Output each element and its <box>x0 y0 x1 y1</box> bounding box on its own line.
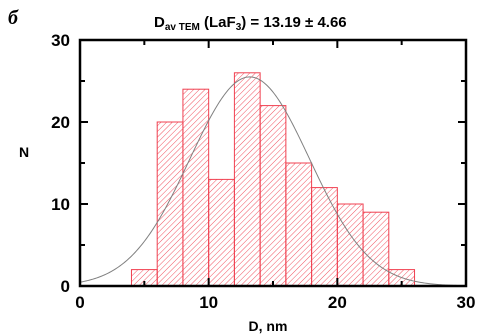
x-tick-labels: 0 10 20 30 <box>75 293 475 312</box>
histogram-bar <box>336 203 364 287</box>
x-tick-label: 20 <box>328 293 347 312</box>
x-tick-label: 0 <box>75 293 84 312</box>
y-tick-label: 30 <box>51 31 70 50</box>
axis-ticks <box>79 39 467 287</box>
histogram-bars <box>130 72 416 287</box>
histogram-bar <box>208 178 235 287</box>
panel-label: б <box>8 7 19 29</box>
x-axis-label: D, nm <box>249 318 288 334</box>
chart-title: Dav TEM (LaF3) = 13.19 ± 4.66 <box>154 14 347 33</box>
histogram-bar <box>362 211 390 287</box>
y-tick-label: 20 <box>51 113 70 132</box>
y-tick-label: 0 <box>61 277 70 296</box>
histogram-bar <box>233 72 261 287</box>
histogram-bar <box>156 121 184 287</box>
x-tick-label: 10 <box>199 293 218 312</box>
histogram-bar <box>182 88 210 287</box>
y-tick-labels: 0 10 20 30 <box>51 31 70 296</box>
x-tick-label: 30 <box>457 293 476 312</box>
histogram-bar <box>311 187 338 287</box>
y-axis-label: N <box>19 144 29 160</box>
y-tick-label: 10 <box>51 195 70 214</box>
histogram-bar <box>285 162 313 287</box>
histogram-bar <box>259 105 287 287</box>
gaussian-fit-curve <box>79 76 467 287</box>
